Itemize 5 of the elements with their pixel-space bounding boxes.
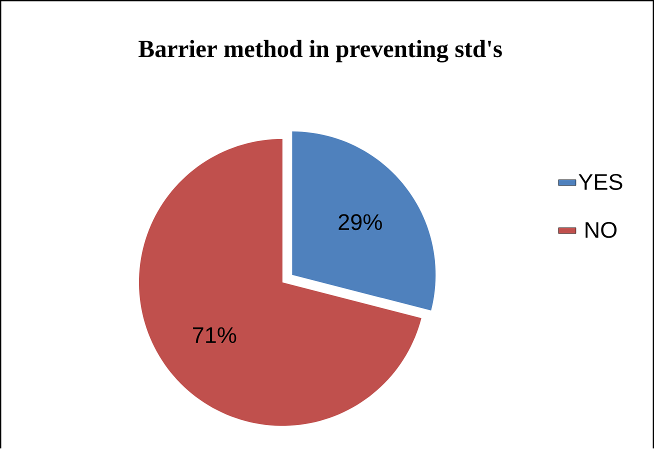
legend-label: YES: [578, 174, 622, 190]
data-label: 71%: [193, 327, 236, 344]
data-label: 29%: [338, 214, 382, 230]
legend-label: NO: [586, 222, 617, 238]
chart-title: Barrier method in preventing std's: [138, 40, 502, 62]
